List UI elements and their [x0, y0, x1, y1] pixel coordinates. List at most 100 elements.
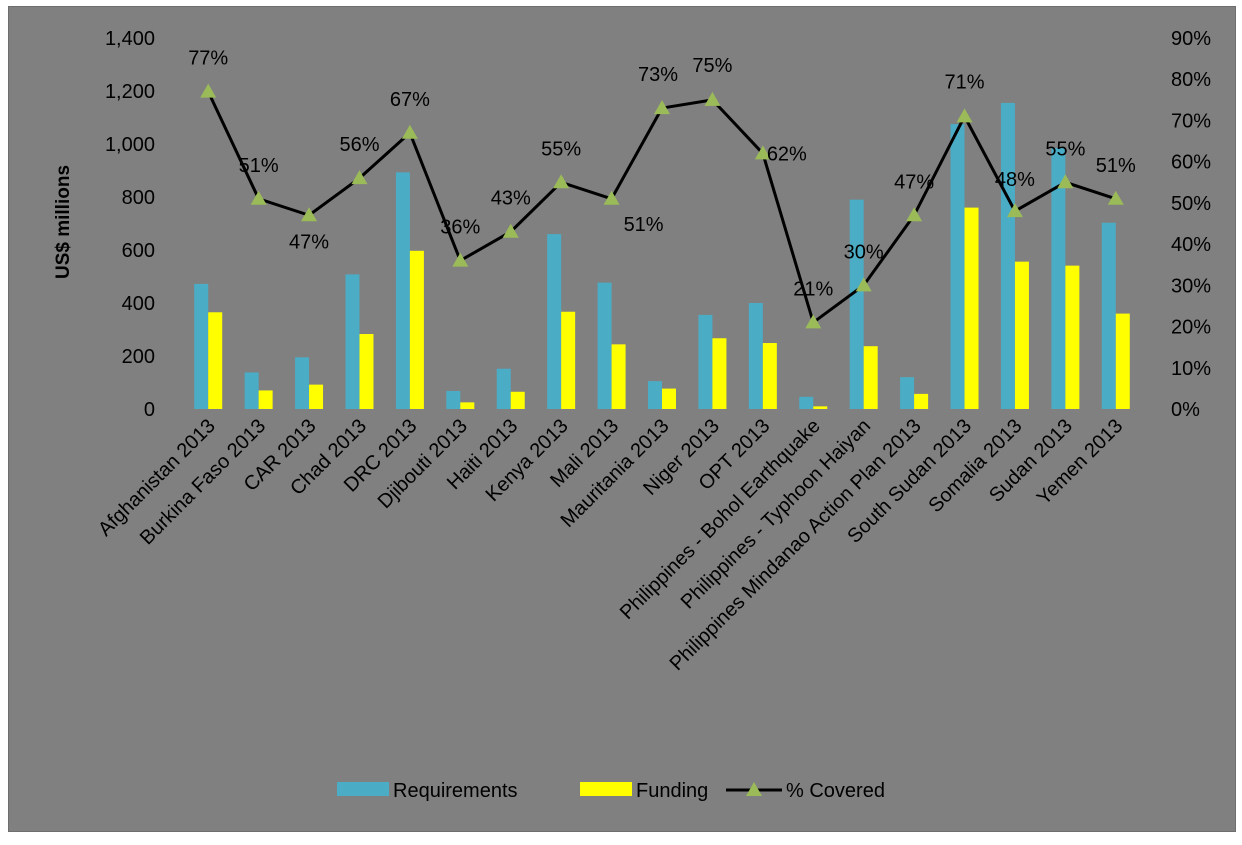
coverage-marker: [250, 190, 267, 205]
bar-requirements: [849, 199, 864, 409]
coverage-data-label: 30%: [844, 241, 884, 263]
bar-requirements: [244, 372, 259, 409]
coverage-marker: [805, 314, 822, 329]
y2-tick-label: 90%: [1171, 28, 1211, 50]
coverage-marker: [654, 100, 670, 115]
coverage-data-label: 43%: [491, 188, 531, 210]
bar-funding: [359, 334, 374, 409]
coverage-data-label: 51%: [624, 214, 664, 236]
y-axis-label: US$ millions: [53, 165, 74, 279]
coverage-data-label: 55%: [541, 138, 581, 160]
coverage-data-label: 71%: [945, 71, 985, 93]
bar-funding: [1065, 265, 1080, 409]
coverage-line: [206, 90, 1117, 325]
coverage-data-label: 75%: [692, 55, 732, 77]
bar-requirements: [496, 368, 511, 409]
coverage-marker: [906, 207, 923, 222]
bar-funding: [309, 384, 324, 409]
bar-requirements: [900, 377, 915, 409]
legend-marker: [746, 782, 762, 796]
y2-tick-label: 60%: [1171, 152, 1211, 174]
chart-area: 0 200 400 600 800 1,000 1,200 1,400 0% 10% 20% 30%…: [8, 6, 1236, 832]
coverage-marker: [603, 190, 620, 205]
y2-tick-label: 50%: [1171, 193, 1211, 215]
coverage-data-label: 77%: [188, 48, 228, 70]
bar-funding: [258, 390, 273, 409]
coverage-marker: [956, 108, 973, 123]
bar-funding: [561, 311, 576, 409]
coverage-data-label: 51%: [239, 155, 279, 177]
y-tick-label: 200: [122, 346, 155, 368]
coverage-marker: [452, 252, 469, 267]
y2-tick-label: 0%: [1171, 399, 1200, 421]
y2-tick-label: 80%: [1171, 69, 1211, 91]
bar-funding: [863, 346, 878, 409]
coverage-marker: [855, 277, 872, 292]
bar-requirements: [1000, 102, 1015, 410]
coverage-data-label: 62%: [767, 143, 807, 165]
legend-label: Funding: [636, 780, 708, 802]
bar-requirements: [1101, 222, 1116, 409]
coverage-marker: [502, 223, 519, 238]
coverage-marker: [553, 174, 570, 189]
legend-label: Requirements: [393, 780, 518, 802]
y2-tick-label: 30%: [1171, 275, 1211, 297]
bar-funding: [914, 393, 929, 409]
coverage-marker: [301, 207, 318, 222]
bar-requirements: [597, 282, 612, 409]
bar-funding: [964, 207, 979, 409]
bar-funding: [460, 402, 475, 409]
y-tick-label: 600: [122, 240, 155, 262]
bar-requirements: [295, 357, 310, 409]
bar-requirements: [194, 283, 209, 409]
y2-tick-label: 20%: [1171, 317, 1211, 339]
coverage-data-label: 47%: [289, 231, 329, 253]
bar-requirements: [395, 172, 410, 409]
coverage-marker: [200, 83, 217, 98]
y2-tick-label: 40%: [1171, 234, 1211, 256]
coverage-data-label: 56%: [339, 134, 379, 156]
bar-requirements: [799, 396, 814, 409]
coverage-marker: [1057, 174, 1074, 189]
legend-swatch: [580, 782, 632, 796]
bar-funding: [611, 344, 626, 409]
right-axis: 0% 10% 20% 30% 40% 50% 60% 70% 80% 90%: [1171, 28, 1211, 421]
y-tick-label: 1,200: [105, 81, 155, 103]
bars-group: [194, 102, 1130, 410]
coverage-marker: [1107, 190, 1124, 205]
y-tick-label: 0: [144, 399, 155, 421]
y-tick-label: 800: [122, 187, 155, 209]
bar-funding: [662, 388, 676, 409]
coverage-data-label: 67%: [390, 89, 430, 111]
bar-funding: [409, 250, 424, 409]
bar-requirements: [648, 381, 662, 409]
bar-funding: [813, 406, 828, 409]
bar-funding: [1115, 313, 1130, 409]
bar-requirements: [547, 234, 562, 409]
bar-requirements: [698, 314, 713, 409]
bar-requirements: [345, 274, 360, 409]
left-axis: 0 200 400 600 800 1,000 1,200 1,400: [105, 28, 155, 421]
coverage-line-group: 77% 51% 47% 56% 67% 36% 43% 55% 51% 73% 75% 62% 21% 3…: [188, 48, 1136, 329]
coverage-data-label: 73%: [638, 64, 678, 86]
chart-svg: 0 200 400 600 800 1,000 1,200 1,400 0% 10% 20% 30%…: [53, 28, 1211, 802]
y2-tick-label: 70%: [1171, 110, 1211, 132]
coverage-data-label: 36%: [440, 217, 480, 239]
coverage-marker: [704, 91, 721, 106]
coverage-data-label: 21%: [793, 278, 833, 300]
y2-tick-label: 10%: [1171, 358, 1211, 380]
coverage-data-label: 55%: [1045, 138, 1085, 160]
bar-funding: [712, 338, 727, 409]
y-tick-label: 1,000: [105, 134, 155, 156]
bar-requirements: [748, 303, 763, 409]
coverage-marker: [1006, 203, 1023, 218]
legend-label: % Covered: [786, 780, 885, 802]
coverage-marker: [401, 124, 418, 139]
bar-requirements: [950, 124, 965, 409]
bar-requirements: [1051, 147, 1066, 409]
bar-requirements: [446, 390, 461, 409]
legend-swatch: [337, 782, 389, 796]
coverage-marker: [351, 170, 368, 185]
bar-funding: [1014, 261, 1029, 409]
